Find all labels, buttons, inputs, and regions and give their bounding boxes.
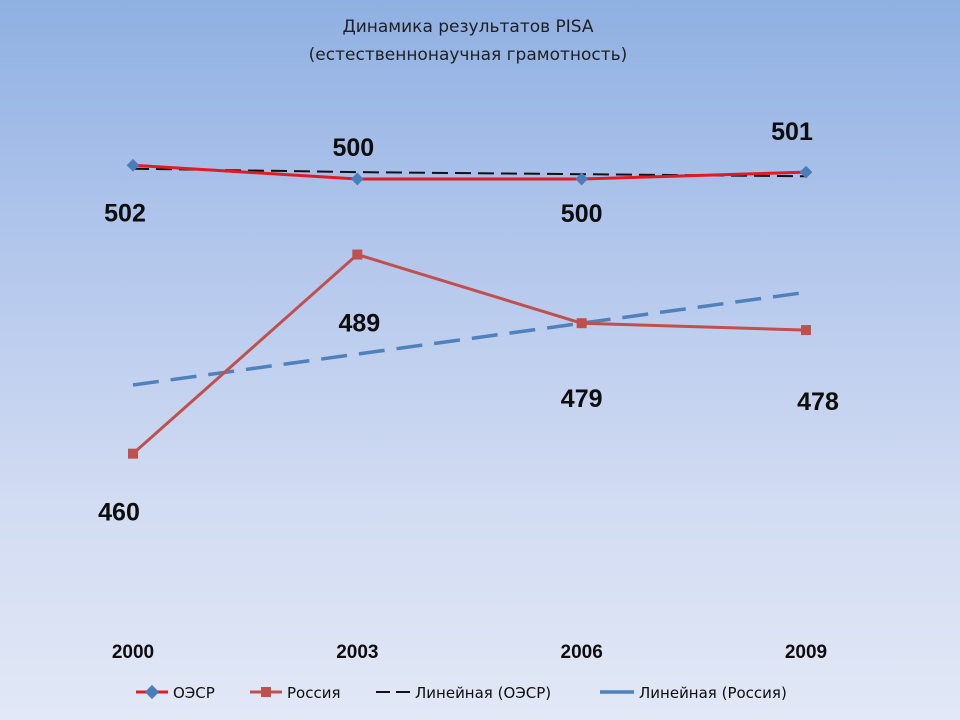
trendline-russia bbox=[132, 290, 807, 387]
data-label-russia-2006: 479 bbox=[561, 385, 603, 413]
series-lines bbox=[132, 163, 807, 455]
marker-oecd-2000 bbox=[126, 158, 140, 172]
legend-label-trend-russia: Линейная (Россия) bbox=[639, 684, 787, 702]
legend-square-icon bbox=[261, 687, 271, 697]
legend-label-trend-oecd: Линейная (ОЭСР) bbox=[415, 684, 551, 702]
legend-item-oecd: ОЭСР bbox=[136, 684, 215, 702]
chart-title: Динамика результатов PISA bbox=[342, 17, 593, 37]
data-label-russia-2000: 460 bbox=[98, 499, 140, 527]
x-tick-2009: 2009 bbox=[785, 642, 827, 663]
data-label-oecd-2006: 500 bbox=[561, 200, 603, 228]
legend-item-trend-oecd: Линейная (ОЭСР) bbox=[376, 684, 551, 702]
legend-item-russia: Россия bbox=[250, 684, 341, 702]
marker-russia-2009 bbox=[801, 325, 811, 336]
chart-subtitle: (естественнонаучная грамотность) bbox=[309, 45, 628, 65]
data-label-oecd-2000: 502 bbox=[104, 199, 146, 227]
x-tick-2000: 2000 bbox=[112, 642, 154, 663]
legend-label-russia: Россия bbox=[287, 684, 341, 702]
series-markers bbox=[126, 158, 813, 459]
series-line-russia bbox=[132, 252, 807, 455]
data-label-oecd-2009: 501 bbox=[771, 118, 813, 146]
x-tick-2006: 2006 bbox=[561, 642, 603, 663]
legend-label-oecd: ОЭСР bbox=[173, 684, 215, 702]
data-label-russia-2009: 478 bbox=[797, 388, 839, 416]
series-line-oecd bbox=[132, 163, 807, 181]
data-label-oecd-2003: 500 bbox=[332, 134, 374, 162]
marker-oecd-2003 bbox=[350, 172, 364, 186]
marker-russia-2000 bbox=[128, 448, 138, 459]
data-label-russia-2003: 489 bbox=[338, 310, 380, 338]
marker-russia-2003 bbox=[352, 249, 363, 260]
trendlines bbox=[132, 167, 807, 387]
marker-russia-2006 bbox=[576, 318, 587, 329]
data-labels: 502 500 500 501 460 489 479 478 bbox=[98, 118, 839, 527]
legend-item-trend-russia: Линейная (Россия) bbox=[600, 684, 787, 702]
x-axis-ticks: 2000 2003 2006 2009 bbox=[112, 642, 827, 663]
x-tick-2003: 2003 bbox=[336, 642, 378, 663]
legend-diamond-icon bbox=[144, 684, 160, 700]
legend: ОЭСР Россия Линейная (ОЭСР) Линейная (Ро… bbox=[136, 684, 787, 702]
